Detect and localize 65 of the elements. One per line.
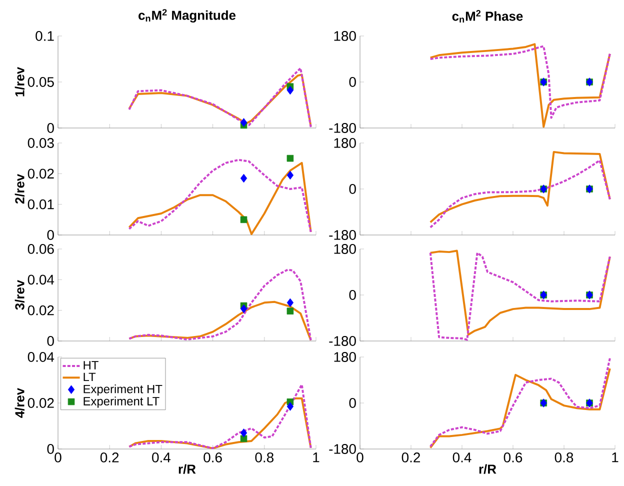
x-tick-label: 0.6: [504, 452, 522, 462]
line-series: [429, 150, 611, 224]
point: [286, 86, 294, 95]
x-tick-label: 1: [313, 452, 320, 462]
y-tick-label: 0: [349, 77, 356, 87]
y-tick-label: 0.02: [28, 168, 54, 179]
legend-label: HT: [84, 361, 98, 370]
y-tick-label: 0.02: [28, 305, 54, 316]
point: [240, 118, 248, 127]
line-series: [128, 268, 312, 341]
x-tick-label: 0: [54, 452, 62, 462]
y-tick-label: -180: [329, 123, 356, 133]
legend-label: LT: [84, 372, 96, 382]
chart-title: c$_{n}$M$^{2}$ Magnitude: [138, 9, 236, 23]
y-tick-label: 0.04: [28, 352, 54, 362]
x-tick-label: 1: [612, 452, 618, 462]
x-tick-label: 0: [356, 452, 364, 462]
y-tick-label: 180: [334, 244, 356, 254]
y-tick-label: 0.02: [28, 398, 54, 408]
point: [240, 435, 248, 442]
y-tick-label: 0.03: [28, 138, 54, 148]
y-tick-label: 180: [334, 31, 356, 41]
y-tick-label: 0: [349, 290, 356, 300]
point: [240, 428, 248, 438]
y-axis-title: 4/rev: [14, 388, 24, 418]
x-axis-title: r/R: [178, 464, 196, 474]
y-tick-label: 0: [47, 336, 54, 346]
y-tick-label: -180: [329, 336, 356, 346]
x-tick-label: 0.2: [100, 452, 119, 462]
x-tick-label: 0.8: [255, 452, 274, 462]
y-axis-title: 2/rev: [14, 174, 24, 204]
y-tick-label: 0: [349, 184, 356, 194]
y-tick-label: 0.1: [36, 31, 54, 41]
point: [286, 170, 294, 180]
x-tick-label: 0.4: [452, 452, 472, 462]
legend-label: Experiment LT: [84, 396, 160, 408]
x-tick-label: 0.2: [402, 452, 420, 462]
y-tick-label: 180: [334, 352, 356, 362]
y-tick-label: -180: [329, 444, 356, 454]
point: [240, 216, 248, 224]
x-tick-label: 0.4: [152, 452, 170, 462]
x-axis-title: r/R: [479, 464, 496, 474]
y-tick-label: 0.05: [28, 77, 54, 87]
x-tick-label: 0.8: [554, 452, 574, 462]
y-axis-title: 3/rev: [14, 280, 24, 310]
y-tick-label: 0: [47, 230, 54, 240]
y-tick-label: 0: [47, 123, 54, 133]
point: [240, 304, 248, 314]
y-axis-title: 1/rev: [14, 66, 24, 96]
point: [286, 154, 294, 162]
x-tick-label: 0.6: [204, 452, 222, 462]
y-tick-label: 0.01: [28, 199, 54, 210]
point: [240, 174, 248, 183]
y-tick-label: -180: [329, 230, 356, 240]
y-tick-label: 180: [334, 138, 356, 148]
point: [286, 298, 294, 308]
y-tick-label: 0: [47, 444, 54, 454]
y-tick-label: 0.04: [28, 274, 54, 285]
chart-title: c$_{n}$M$^{2}$ Phase: [452, 10, 523, 22]
point: [286, 308, 294, 314]
point: [286, 402, 294, 411]
legend-label: Experiment HT: [84, 384, 162, 396]
y-tick-label: 0: [349, 398, 356, 408]
line-series: [429, 159, 611, 228]
y-tick-label: 0.06: [28, 244, 54, 254]
